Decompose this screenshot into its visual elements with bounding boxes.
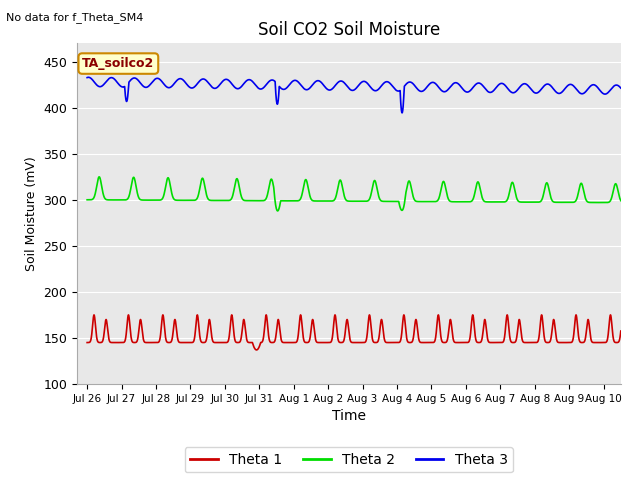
Text: No data for f_Theta_SM4: No data for f_Theta_SM4: [6, 12, 144, 23]
Y-axis label: Soil Moisture (mV): Soil Moisture (mV): [25, 156, 38, 271]
Text: TA_soilco2: TA_soilco2: [82, 57, 154, 70]
Title: Soil CO2 Soil Moisture: Soil CO2 Soil Moisture: [258, 21, 440, 39]
X-axis label: Time: Time: [332, 409, 366, 423]
Legend: Theta 1, Theta 2, Theta 3: Theta 1, Theta 2, Theta 3: [184, 447, 513, 472]
